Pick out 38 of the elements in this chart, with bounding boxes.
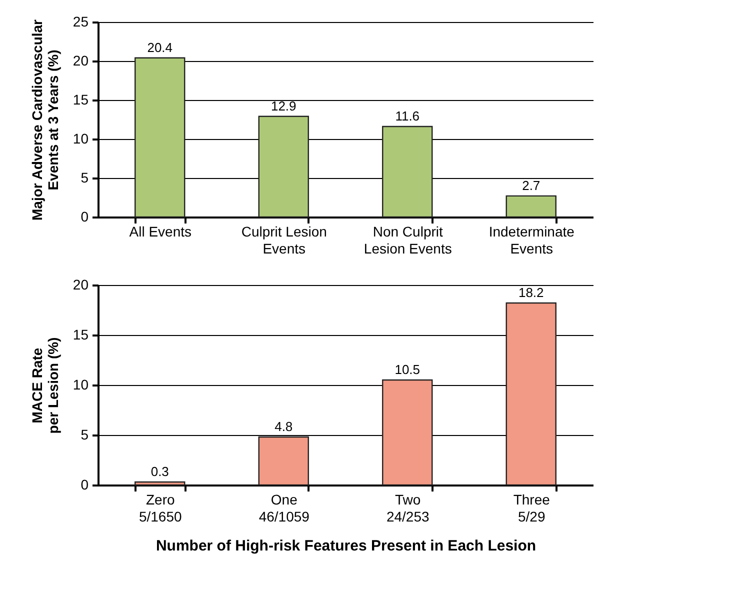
x-tick-label: Culprit Lesion Events [241, 224, 327, 256]
y-tick-label: 0 [80, 208, 89, 224]
data-label: 2.7 [522, 178, 540, 193]
x-tick-label: Non Culprit Lesion Events [364, 224, 452, 256]
y-tick-label: 15 [72, 92, 89, 108]
bar [506, 195, 556, 218]
data-label: 12.9 [270, 98, 296, 114]
data-label: 0.3 [150, 464, 169, 479]
data-label: 4.8 [274, 419, 293, 434]
y-tick-label: 5 [80, 170, 89, 186]
bar [382, 379, 433, 486]
bar [506, 302, 556, 486]
x-axis-title: Number of High-risk Features Present in Each Lesion [156, 538, 536, 554]
x-tick-label: Zero 5/1650 [138, 492, 182, 524]
data-label: 18.2 [518, 285, 544, 300]
y-tick-label: 10 [72, 376, 89, 392]
y-tick-label: 15 [72, 326, 89, 342]
y-axis-title: MACE Rate per Lesion (%) [28, 337, 61, 434]
y-tick-label: 20 [72, 52, 89, 68]
y-axis-title: Major Adverse Cardiovascular Events at 3 Years (%) [28, 18, 61, 221]
data-label: 20.4 [147, 40, 173, 55]
y-tick-label: 10 [72, 130, 89, 146]
data-label: 11.6 [395, 108, 420, 124]
x-tick-label: All Events [129, 224, 192, 240]
y-tick-label: 0 [80, 476, 89, 492]
bar [134, 481, 186, 486]
x-tick-label: Indeterminate Events [488, 224, 575, 256]
x-tick-label: One 46/1059 [258, 492, 310, 524]
bar [382, 126, 433, 218]
y-tick-label: 5 [80, 426, 89, 442]
y-tick-label: 20 [72, 276, 89, 292]
bar [134, 57, 186, 218]
bar [258, 116, 309, 218]
y-tick-label: 25 [72, 14, 89, 30]
bar [258, 436, 309, 486]
x-tick-label: Two 24/253 [386, 492, 430, 524]
x-tick-label: Three 5/29 [513, 492, 550, 524]
data-label: 10.5 [394, 362, 420, 377]
